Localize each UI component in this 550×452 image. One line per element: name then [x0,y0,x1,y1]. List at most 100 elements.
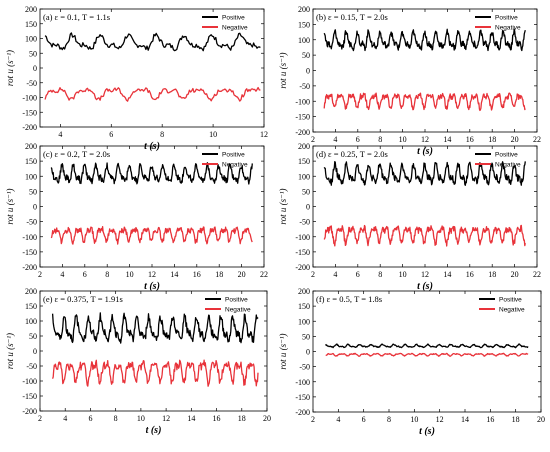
x-tick-label: 12 [436,415,444,424]
y-tick-label: 50 [302,332,310,341]
y-tick-label: -100 [295,233,310,242]
y-tick-label: 50 [29,49,37,58]
x-tick-label: 8 [160,130,164,139]
x-tick-label: 2 [311,135,315,144]
x-tick-label: 16 [466,135,474,144]
y-tick-label: -100 [22,94,37,103]
x-tick-label: 6 [356,135,360,144]
panel-a: -200 -150 -100 -50 0 50 100 150 200 4 6 8 10 12 Positi… [5,5,268,152]
x-tick-label: 12 [421,135,429,144]
x-axis-label: t (s) [417,146,433,157]
y-tick-label: 100 [298,172,310,181]
x-tick-label: 14 [443,270,451,279]
x-tick-label: 6 [88,414,92,423]
y-tick-label: 0 [306,203,310,212]
y-axis-label: rot u (s⁻¹) [278,188,288,224]
x-tick-label: 10 [209,130,217,139]
x-tick-label: 10 [410,415,418,424]
x-tick-label: 4 [58,130,62,139]
y-tick-label: 50 [29,187,37,196]
legend-label: Positive [222,152,245,159]
x-tick-label: 14 [461,415,469,424]
x-axis-label: t (s) [146,425,162,436]
y-tick-label: 100 [25,35,37,44]
series-line-positive [323,28,526,52]
x-tick-label: 10 [126,270,134,279]
y-tick-label: -50 [26,218,37,227]
x-axis-label: t (s) [417,281,433,292]
panel-title: (a) ε = 0.1, T = 1.1s [43,12,110,22]
x-tick-label: 20 [511,135,519,144]
x-tick-label: 8 [378,135,382,144]
y-tick-label: -100 [22,233,37,242]
x-tick-label: 18 [215,270,223,279]
y-tick-label: 200 [25,5,37,14]
x-tick-label: 2 [38,414,42,423]
legend-label: Positive [495,15,518,22]
y-axis-label: rot u (s⁻¹) [5,188,15,224]
x-tick-label: 12 [162,414,170,423]
x-tick-label: 14 [187,414,195,423]
y-tick-label: 150 [25,20,37,29]
x-tick-label: 4 [333,135,337,144]
legend-label: Positive [495,152,518,159]
x-tick-label: 10 [399,135,407,144]
x-tick-label: 22 [533,135,541,144]
y-tick-label: -50 [299,218,310,227]
x-tick-label: 14 [170,270,178,279]
y-tick-label: -50 [26,79,37,88]
series-line-negative [51,359,259,387]
legend-label: Positive [225,297,248,304]
y-tick-label: 150 [25,302,37,311]
x-tick-label: 4 [60,270,64,279]
x-tick-label: 2 [311,415,315,424]
legend-label: Negative [225,307,251,314]
x-tick-label: 18 [488,135,496,144]
x-tick-label: 18 [488,270,496,279]
y-axis-label: rot u (s⁻¹) [278,52,288,88]
y-tick-label: -200 [22,123,37,132]
y-tick-label: -50 [26,362,37,371]
legend-label: Negative [222,25,248,32]
x-tick-label: 2 [311,270,315,279]
y-tick-label: 200 [25,287,37,296]
x-tick-label: 6 [362,415,366,424]
x-tick-label: 22 [533,270,541,279]
y-tick-label: 150 [25,157,37,166]
y-tick-label: 0 [33,347,37,356]
y-tick-label: -200 [22,407,37,416]
y-tick-label: 100 [25,317,37,326]
legend-label: Positive [499,297,522,304]
y-tick-label: 100 [298,317,310,326]
x-tick-label: 12 [148,270,156,279]
x-tick-label: 20 [238,270,246,279]
y-tick-label: -200 [295,128,310,137]
y-tick-label: 200 [25,142,37,151]
legend-label: Negative [499,307,525,314]
series-line-positive [51,312,259,344]
x-tick-label: 22 [260,270,268,279]
y-tick-label: -200 [295,263,310,272]
legend-label: Negative [222,162,248,169]
legend-label: Negative [495,162,521,169]
x-tick-label: 16 [466,270,474,279]
series-line-positive [50,162,253,185]
y-tick-label: -150 [295,248,310,257]
y-tick-label: 150 [298,157,310,166]
y-tick-label: -100 [295,378,310,387]
y-tick-label: -200 [22,263,37,272]
x-tick-label: 10 [137,414,145,423]
y-tick-label: 200 [298,142,310,151]
y-tick-label: 100 [25,172,37,181]
y-tick-label: -150 [295,113,310,122]
panel-d: -200 -150 -100 -50 0 50 100 150 200 2 4 6 8 10 12 14 16 1… [278,142,541,292]
series-line-negative [325,352,529,357]
y-tick-label: -150 [295,393,310,402]
x-tick-label: 16 [193,270,201,279]
y-tick-label: 0 [306,67,310,76]
legend-label: Negative [495,25,521,32]
y-tick-label: 50 [302,187,310,196]
x-tick-label: 4 [63,414,67,423]
